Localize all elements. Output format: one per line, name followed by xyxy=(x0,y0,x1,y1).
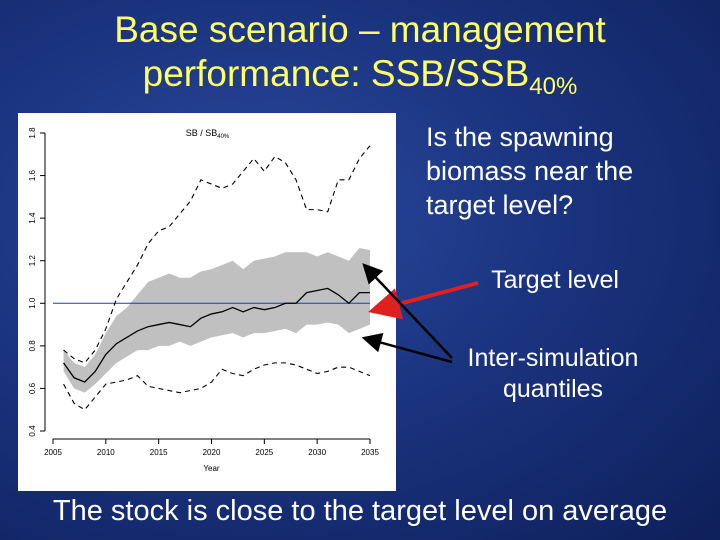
x-tick-label: 2010 xyxy=(97,448,115,457)
black-arrow-lower-quantile xyxy=(361,332,453,364)
y-tick-label: 1.4 xyxy=(28,212,37,224)
x-axis-label: Year xyxy=(203,464,220,473)
chart-title-sub: 40% xyxy=(217,134,230,140)
x-tick-label: 2035 xyxy=(361,448,379,457)
title-line-2: performance: SSB/SSB40% xyxy=(0,52,720,109)
ssb-chart: 0.4 0.6 0.8 1.0 1.2 1.4 1.6 1.8 2005 2010 2015 2020… xyxy=(28,127,379,473)
x-tick-label: 2015 xyxy=(150,448,168,457)
x-tick-label: 2030 xyxy=(308,448,326,457)
series-line-1 xyxy=(63,145,371,364)
quantiles-callout: Inter-simulation quantiles xyxy=(467,344,639,403)
quantile-band xyxy=(63,247,371,393)
question-text: Is the spawning biomass near the target … xyxy=(426,122,634,220)
y-tick-label: 0.8 xyxy=(28,340,37,352)
title-line-2-sub: 40% xyxy=(529,73,578,100)
y-tick-label: 0.6 xyxy=(28,382,37,394)
title-line-2-main: performance: SSB/SSB xyxy=(142,53,530,94)
target-level-callout: Target level xyxy=(491,266,619,294)
x-tick-label: 2020 xyxy=(203,448,221,457)
red-arrow-target xyxy=(368,281,479,320)
footer-conclusion: The stock is close to the target level o… xyxy=(52,495,668,527)
series-line-0 xyxy=(63,287,370,383)
black-arrow-upper-quantile xyxy=(362,263,453,359)
chart-panel: 0.4 0.6 0.8 1.0 1.2 1.4 1.6 1.8 2005 2010 2015 2020… xyxy=(18,113,396,491)
y-tick-label: 1.6 xyxy=(28,169,37,181)
series-line-2 xyxy=(63,362,371,411)
y-tick-label: 0.4 xyxy=(28,425,37,437)
slide-title: Base scenario – management performance: … xyxy=(0,8,720,109)
y-tick-label: 1.0 xyxy=(28,297,37,309)
y-tick-label: 1.8 xyxy=(28,127,37,139)
title-line-1: Base scenario – management xyxy=(114,9,606,50)
x-tick-label: 2025 xyxy=(255,448,273,457)
x-tick-label: 2005 xyxy=(44,448,62,457)
y-tick-label: 1.2 xyxy=(28,255,37,267)
